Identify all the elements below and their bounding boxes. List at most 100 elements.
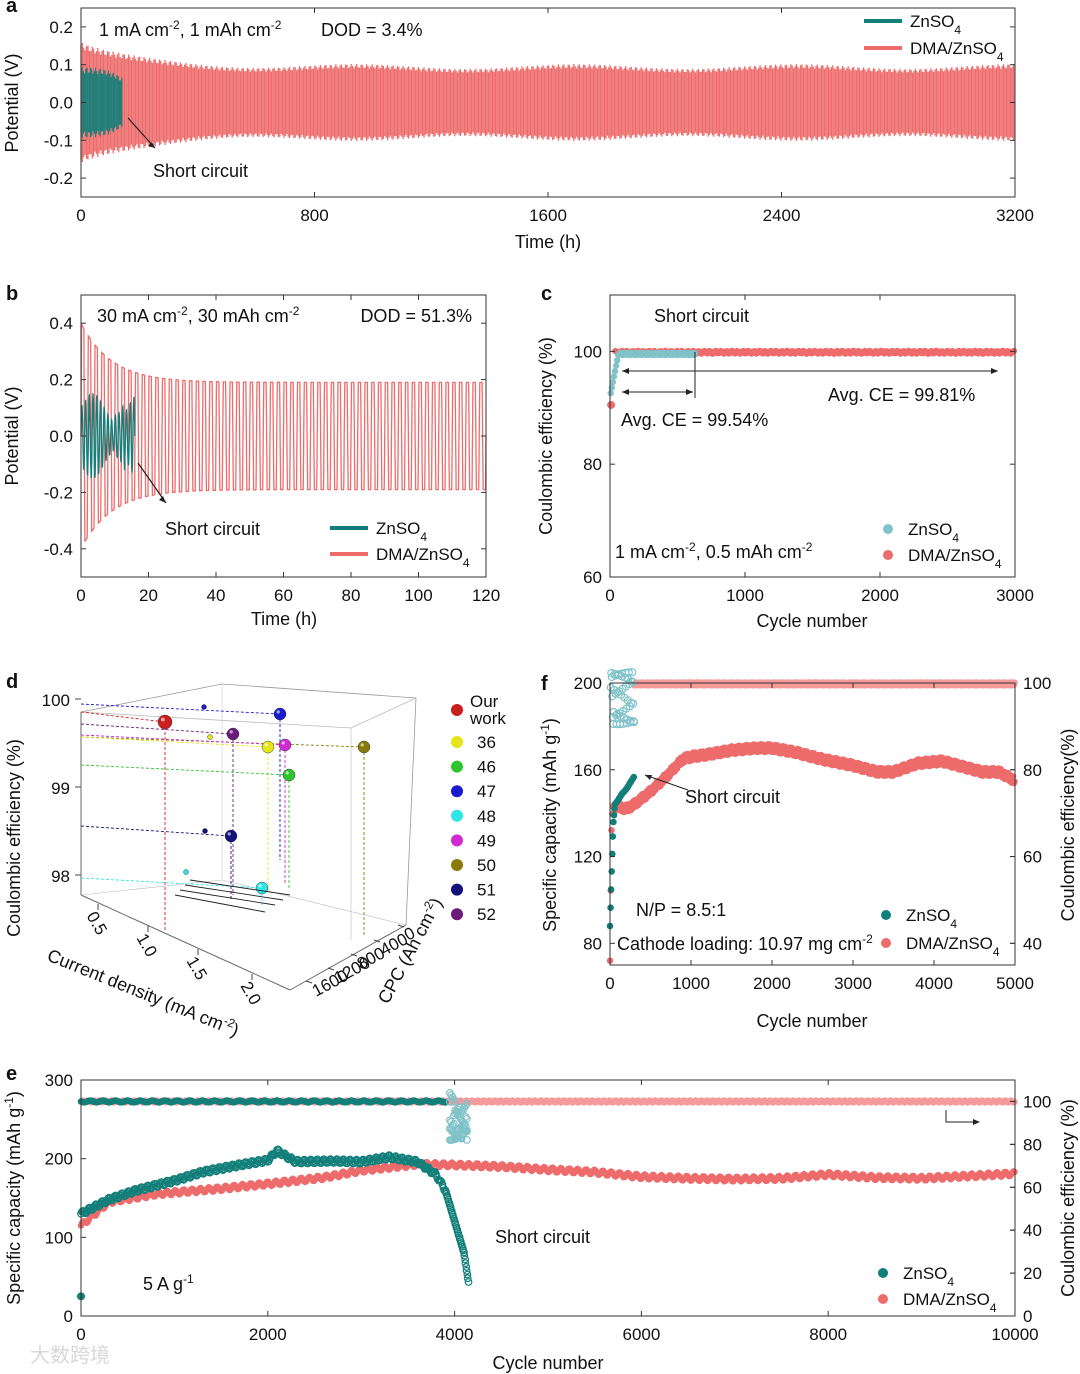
box-edge-top-right (350, 697, 417, 729)
y-tick (373, 939, 381, 943)
data-sphere (261, 740, 275, 754)
guide-line (80, 825, 232, 837)
condition-label: 1 mA cm-2, 1 mAh cm-2 (99, 18, 282, 40)
y-axis-title: Specific capacity (mAh g-1) (538, 718, 560, 932)
x-tick-label: 3000 (834, 974, 872, 993)
x-tick-label: 0 (76, 1325, 85, 1344)
condition-label: 1 mA cm-2, 0.5 mAh cm-2 (615, 540, 813, 562)
x-axis-title: Cycle number (756, 1011, 867, 1031)
z-axis-title: Coulombic efficiency (%) (4, 739, 24, 937)
legend-zn-label: ZnSO4 (908, 520, 959, 545)
sphere-highlight (281, 741, 285, 745)
sphere-highlight (285, 771, 289, 775)
guide-line (80, 764, 290, 776)
zn-avg-ce-label: Avg. CE = 99.54% (621, 410, 768, 430)
superscript: -2 (177, 304, 188, 318)
legend-swatch-8 (451, 908, 463, 921)
y2-tick-label: 60 (1023, 1178, 1042, 1197)
y-tick (305, 980, 313, 984)
y-tick-label: 200 (45, 1150, 73, 1169)
superscript: -2 (169, 18, 180, 32)
sphere-highlight (264, 743, 268, 747)
legend-label-3: 47 (477, 782, 496, 801)
legend-swatch-3 (451, 785, 463, 798)
x-tick-label: 1000 (726, 586, 764, 605)
y-tick-label: 100 (574, 342, 602, 361)
data-sphere (357, 740, 371, 754)
superscript: -2 (271, 18, 282, 32)
y-tick-label: 0.4 (49, 314, 73, 333)
text-part: 5 A g (143, 1274, 183, 1294)
y-tick-label: -0.1 (44, 131, 73, 150)
panel-c: 0 1000 2000 3000 60 80 100 Cycle number Coulombi… (536, 283, 1034, 631)
y-tick (327, 967, 335, 971)
guide-line (80, 734, 286, 746)
legend-zn-swatch (881, 910, 891, 920)
subscript: 4 (950, 917, 957, 931)
text-part: 1 mA cm (99, 20, 169, 40)
x-tick-label: 0 (76, 206, 85, 225)
text-part: DMA/ZnSO (903, 1290, 990, 1309)
cathode-loading-label: Cathode loading: 10.97 mg cm-2 (617, 932, 873, 954)
legend-label-7: 51 (477, 881, 496, 900)
box-edge-top-front (80, 711, 352, 729)
text-part: ZnSO (376, 519, 420, 538)
legend-label2-0: work (469, 709, 506, 728)
x-tick-label: 0 (605, 974, 614, 993)
panel-letter: a (6, 0, 18, 17)
legend-zn-label: ZnSO4 (906, 906, 957, 931)
subscript: 4 (997, 50, 1004, 64)
condition-label: 30 mA cm-2, 30 mAh cm-2 (97, 304, 300, 326)
legend-swatch-6 (451, 859, 463, 871)
box-edge-bottom-right (289, 924, 407, 991)
dod-label: DOD = 3.4% (321, 20, 423, 40)
subscript: 4 (954, 23, 961, 37)
legend-swatch-5 (451, 834, 463, 847)
y-tick (397, 924, 405, 928)
data-sphere (226, 727, 240, 741)
x-tick-label: 1000 (672, 974, 710, 993)
x-tick-label: 120 (472, 586, 500, 605)
legend-swatch-0 (451, 704, 463, 716)
sphere-highlight (160, 717, 165, 722)
y-axis-title: Specific capacity (mAh g-1) (2, 1091, 24, 1305)
y2-tick-label: 80 (1023, 761, 1042, 780)
data-sphere (255, 881, 269, 895)
text-part: 1 mA cm (615, 542, 685, 562)
y-axis-title: Potential (V) (2, 53, 22, 152)
box-edge-bottom-back (80, 879, 223, 896)
legend-dma-label: DMA/ZnSO4 (903, 1290, 997, 1315)
text-part: ZnSO (903, 1264, 947, 1283)
floor-arrow (184, 884, 284, 901)
data-sphere (282, 768, 296, 782)
legend-swatch-1 (451, 736, 463, 748)
y-tick-label: -0.2 (44, 483, 73, 502)
y2-tick-label: 20 (1023, 1264, 1042, 1283)
guide-line (80, 711, 166, 723)
data-sphere (201, 704, 207, 710)
y-tick-label: 200 (574, 674, 602, 693)
legend-label-0: Our (470, 692, 499, 711)
y-tick-label: 80 (583, 455, 602, 474)
superscript: -2 (685, 540, 696, 554)
y2-tick-label: 40 (1023, 934, 1042, 953)
x-tick-label: 6000 (622, 1325, 660, 1344)
plot-frame (80, 1079, 1016, 1317)
legend-dma-swatch (878, 1294, 888, 1304)
text-part: ZnSO (908, 520, 952, 539)
short-circuit-label: Short circuit (153, 161, 248, 181)
legend-label-1: 36 (477, 733, 496, 752)
y2-tick-label: 0 (1023, 1307, 1032, 1326)
data-sphere (207, 734, 213, 740)
y-tick-label: 160 (574, 761, 602, 780)
x-tick-label: 1.0 (133, 930, 161, 960)
legend-dma-label: DMA/ZnSO4 (910, 39, 1004, 64)
x-tick-label: 100 (404, 586, 432, 605)
y-tick-label: 0.2 (49, 371, 73, 390)
floor-arrow (179, 889, 276, 906)
superscript: -2 (862, 932, 873, 946)
text-part: ) (540, 718, 560, 724)
y-tick-label: 0.0 (49, 94, 73, 113)
subscript: 4 (952, 531, 959, 545)
